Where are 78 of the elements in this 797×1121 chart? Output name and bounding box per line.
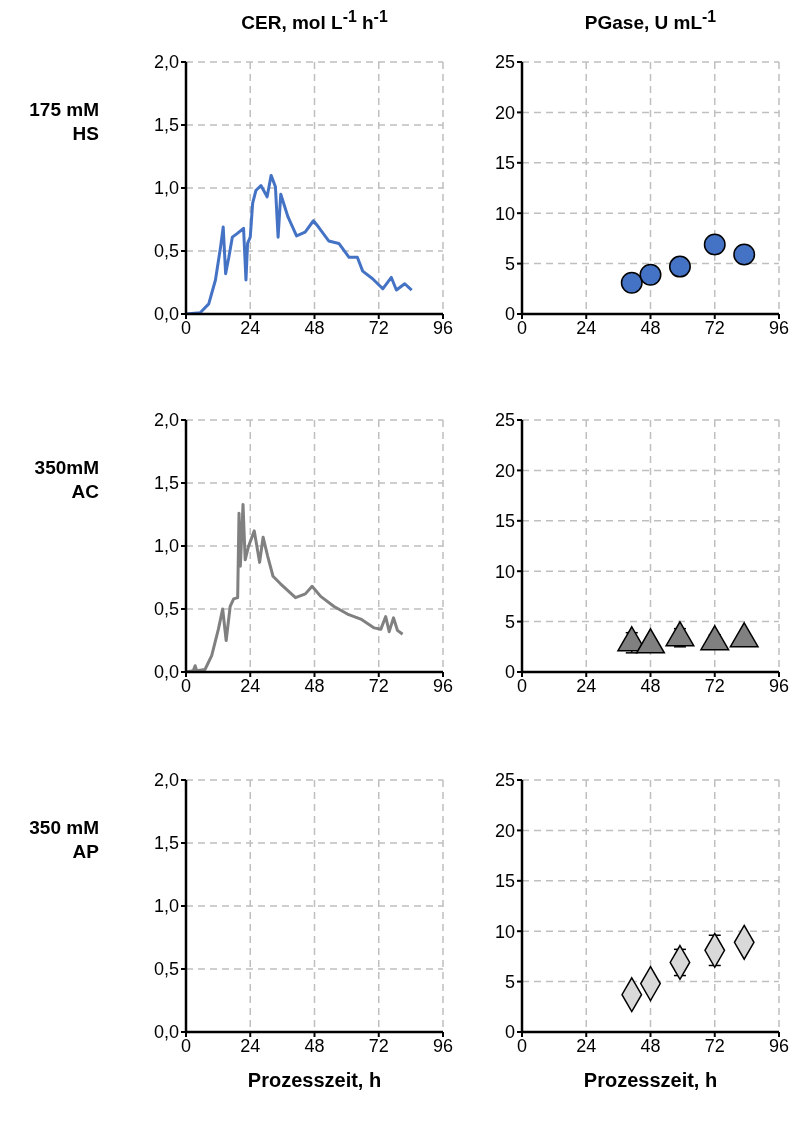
x-tick-label: 24 xyxy=(576,1035,597,1056)
y-tick-label: 25 xyxy=(494,52,515,73)
x-tick-label: 96 xyxy=(768,1035,790,1056)
x-tick-label: 24 xyxy=(240,675,261,696)
x-tick-label: 72 xyxy=(704,675,725,696)
x-axis-title: Prozesszeit, h xyxy=(582,1069,719,1092)
point xyxy=(700,625,730,651)
y-tick-label: 0,0 xyxy=(153,662,179,683)
x-axis-title: Prozesszeit, h xyxy=(246,1069,383,1092)
point xyxy=(668,255,691,278)
y-tick-label: 15 xyxy=(494,871,515,892)
x-tick-label: 96 xyxy=(768,317,790,338)
y-tick-label: 0,5 xyxy=(153,959,179,980)
chart-title: CER, mol L$^{-1}$ h$^{-1}$ xyxy=(240,8,389,35)
x-tick-label: 72 xyxy=(704,317,725,338)
y-tick-label: 5 xyxy=(504,611,515,632)
line-series xyxy=(186,173,414,314)
y-tick-label: 20 xyxy=(494,102,515,123)
x-tick-label: 72 xyxy=(368,1035,389,1056)
y-tick-label: 0,0 xyxy=(153,304,179,325)
point xyxy=(665,621,695,647)
y-tick-label: 15 xyxy=(494,153,515,174)
y-tick-label: 5 xyxy=(504,971,515,992)
y-tick-label: 20 xyxy=(494,460,515,481)
y-tick-label: 0 xyxy=(504,304,515,325)
y-tick-label: 20 xyxy=(494,820,515,841)
y-tick-label: 10 xyxy=(494,561,515,582)
y-tick-label: 5 xyxy=(504,253,515,274)
x-tick-label: 96 xyxy=(432,1035,454,1056)
x-tick-label: 48 xyxy=(304,675,325,696)
x-tick-label: 72 xyxy=(704,1035,725,1056)
y-tick-label: 1,5 xyxy=(153,115,179,136)
x-tick-label: 24 xyxy=(240,1035,261,1056)
y-axis-title: 175 mM HS xyxy=(28,98,99,146)
x-tick-label: 0 xyxy=(180,675,192,696)
x-tick-label: 0 xyxy=(180,317,192,338)
y-axis-title: 350 mM AP xyxy=(28,816,99,864)
y-tick-label: 25 xyxy=(494,770,515,791)
x-tick-label: 48 xyxy=(304,317,325,338)
point xyxy=(635,628,666,654)
x-tick-label: 24 xyxy=(240,317,261,338)
point xyxy=(729,622,759,648)
x-tick-label: 0 xyxy=(180,1035,192,1056)
point xyxy=(639,263,662,286)
y-tick-label: 1,5 xyxy=(153,473,179,494)
x-tick-label: 96 xyxy=(432,317,454,338)
y-axis-title: 350mM AC xyxy=(33,456,99,504)
y-tick-label: 10 xyxy=(494,203,515,224)
y-tick-label: 0 xyxy=(504,1022,515,1043)
y-tick-label: 25 xyxy=(494,410,515,431)
y-tick-label: 10 xyxy=(494,921,515,942)
x-tick-label: 72 xyxy=(368,675,389,696)
x-tick-label: 48 xyxy=(640,317,661,338)
point xyxy=(620,271,643,294)
chart-title: PGase, U mL$^{-1}$ xyxy=(583,8,718,35)
y-tick-label: 0,5 xyxy=(153,599,179,620)
y-tick-label: 0,0 xyxy=(153,1022,179,1043)
x-tick-label: 24 xyxy=(576,675,597,696)
y-tick-label: 0,5 xyxy=(153,241,179,262)
y-tick-label: 1,0 xyxy=(153,896,179,917)
x-tick-label: 24 xyxy=(576,317,597,338)
y-tick-label: 15 xyxy=(494,511,515,532)
x-tick-label: 48 xyxy=(640,675,661,696)
y-tick-label: 1,0 xyxy=(153,536,179,557)
y-tick-label: 2,0 xyxy=(153,770,179,791)
x-tick-label: 48 xyxy=(304,1035,325,1056)
y-tick-label: 1,5 xyxy=(153,833,179,854)
point xyxy=(703,233,726,256)
line-series xyxy=(186,502,405,672)
y-tick-label: 2,0 xyxy=(153,410,179,431)
y-tick-label: 1,0 xyxy=(153,178,179,199)
x-tick-label: 48 xyxy=(640,1035,661,1056)
y-tick-label: 0 xyxy=(504,662,515,683)
x-tick-label: 96 xyxy=(432,675,454,696)
x-tick-label: 96 xyxy=(768,675,790,696)
point xyxy=(733,243,756,266)
x-tick-label: 72 xyxy=(368,317,389,338)
y-tick-label: 2,0 xyxy=(153,52,179,73)
